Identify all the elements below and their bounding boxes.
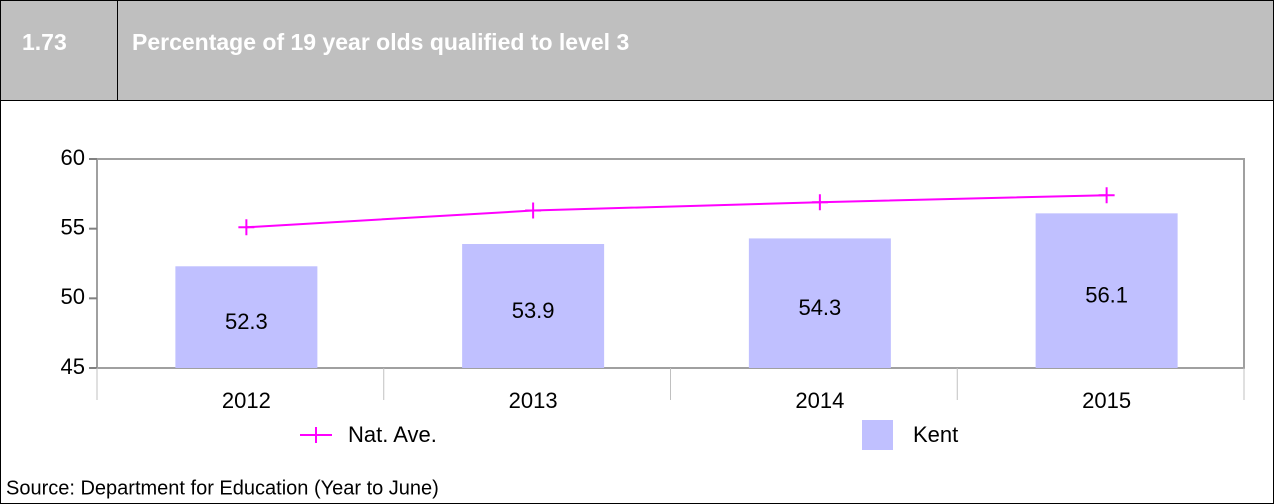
- y-tick-label: 55: [61, 214, 85, 239]
- line: [246, 194, 1107, 229]
- bar: [748, 238, 891, 368]
- data-label: 52.3: [225, 309, 268, 334]
- y-tick-label: 60: [61, 145, 85, 170]
- marker: [811, 194, 828, 211]
- bar: [462, 243, 605, 368]
- legend-swatch: [862, 420, 893, 450]
- source-note: Source: Department for Education (Year t…: [6, 477, 439, 499]
- y-tick-label: 50: [61, 284, 85, 309]
- section-number: 1.73: [22, 29, 67, 55]
- x-tick-label: 2013: [509, 388, 558, 413]
- header-bar: [0, 0, 1274, 101]
- marker: [1098, 187, 1115, 204]
- legend-label: Nat. Ave.: [348, 422, 437, 447]
- data-label: 54.3: [798, 295, 841, 320]
- data-label: 56.1: [1085, 282, 1128, 307]
- bar: [1035, 213, 1178, 368]
- x-tick-label: 2014: [795, 388, 844, 413]
- marker: [238, 219, 255, 236]
- legend-swatch: [300, 427, 332, 443]
- x-tick-label: 2015: [1082, 388, 1131, 413]
- y-tick-label: 45: [61, 354, 85, 379]
- x-tick-label: 2012: [222, 388, 271, 413]
- legend-label: Kent: [913, 422, 958, 447]
- chart-title: Percentage of 19 year olds qualified to …: [132, 29, 629, 55]
- data-label: 53.9: [512, 298, 555, 323]
- bar: [175, 266, 318, 368]
- marker: [525, 202, 542, 219]
